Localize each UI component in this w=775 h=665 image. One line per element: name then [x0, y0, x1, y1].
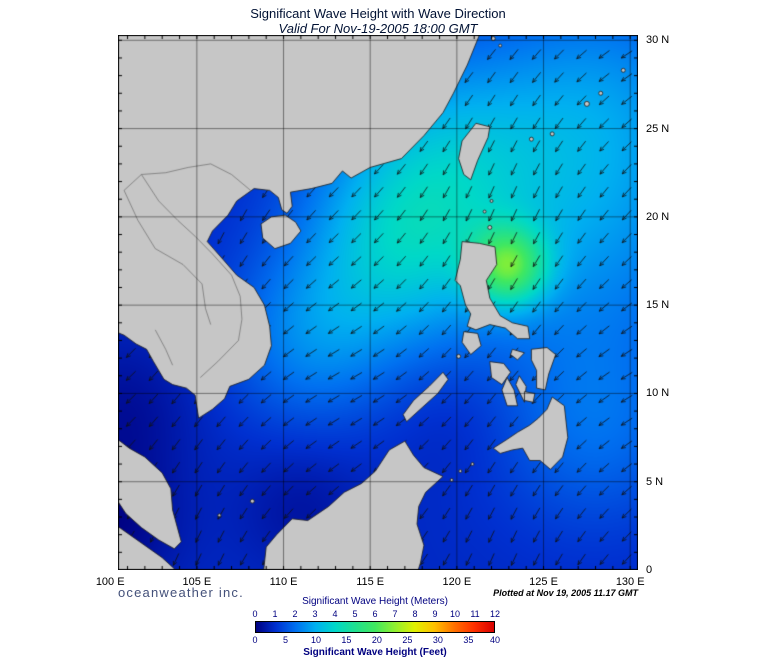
- x-axis-tick-label: 130 E: [615, 576, 645, 588]
- colorbar-feet-tick: 10: [310, 635, 321, 645]
- colorbar-meters-tick: 0: [252, 609, 258, 619]
- colorbar-feet-ticks: 0 5 10 15 20 25 30 35 40: [252, 635, 500, 645]
- y-axis-tick-label: 20 N: [646, 210, 670, 223]
- x-axis-tick-label: 110 E: [269, 576, 298, 588]
- colorbar-feet-tick: 35: [463, 635, 474, 645]
- colorbar-feet-tick: 5: [282, 635, 288, 645]
- plotted-timestamp: Plotted at Nov 19, 2005 11.17 GMT: [493, 588, 638, 598]
- colorbar-meters-tick: 8: [412, 609, 418, 619]
- colorbar-feet-tick: 15: [341, 635, 352, 645]
- colorbar-meters-tick: 11: [470, 609, 480, 619]
- colorbar-feet-tick: 30: [432, 635, 443, 645]
- colorbar-meters-tick: 2: [292, 609, 298, 619]
- colorbar-meters-ticks: 0 1 2 3 4 5 6 7 8 9 10 11 12: [252, 609, 500, 619]
- y-axis-tick-label: 5 N: [646, 475, 664, 488]
- colorbar-meters-label: Significant Wave Height (Meters): [302, 596, 448, 607]
- colorbar-feet-tick: 40: [489, 635, 501, 645]
- oceanweather-logo-text: oceanweather inc.: [118, 585, 244, 600]
- colorbar-meters-tick: 4: [332, 609, 338, 619]
- x-axis-tick-label: 115 E: [356, 576, 385, 588]
- x-axis-tick-label: 105 E: [182, 576, 212, 588]
- colorbar-meters-tick: 12: [489, 609, 501, 619]
- colorbar-meters-tick: 7: [392, 609, 398, 619]
- colorbar-meters-tick: 6: [372, 609, 378, 619]
- colorbar-feet-tick: 20: [371, 635, 382, 645]
- colorbar-meters-tick: 3: [312, 609, 318, 619]
- y-axis-tick-label: 10 N: [646, 387, 670, 400]
- x-axis-tick-label: 100 E: [95, 576, 125, 588]
- y-axis-tick-label: 0: [646, 564, 653, 576]
- plot-title: Significant Wave Height with Wave Direct…: [250, 6, 506, 21]
- colorbar-feet-label: Significant Wave Height (Feet): [303, 647, 447, 658]
- x-axis-tick-label: 120 E: [442, 576, 472, 588]
- colorbar-meters-tick: 9: [432, 609, 438, 619]
- y-axis-tick-label: 25 N: [646, 122, 670, 135]
- colorbar-feet-tick: 25: [402, 635, 413, 645]
- colorbar-meters-tick: 1: [272, 609, 278, 619]
- wave-map-canvas: [118, 35, 638, 570]
- colorbar-feet-tick: 0: [252, 635, 258, 645]
- x-axis-tick-label: 125 E: [529, 576, 558, 588]
- colorbar-meters-tick: 10: [449, 609, 461, 619]
- colorbar-meters-tick: 5: [352, 609, 358, 619]
- plot-valid-time: Valid For Nov-19-2005 18:00 GMT: [278, 21, 478, 36]
- y-axis-tick-label: 30 N: [646, 34, 670, 47]
- colorbar-gradient: [255, 621, 495, 633]
- y-axis-tick-label: 15 N: [646, 299, 670, 312]
